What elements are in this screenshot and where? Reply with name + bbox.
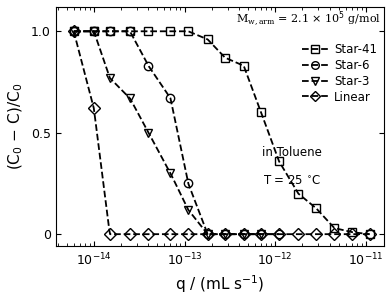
Legend: Star-41, Star-6, Star-3, Linear: Star-41, Star-6, Star-3, Linear — [298, 38, 382, 108]
X-axis label: q / (mL s$^{-1}$): q / (mL s$^{-1}$) — [175, 273, 265, 295]
Y-axis label: (C$_0$ $-$ C)/C$_0$: (C$_0$ $-$ C)/C$_0$ — [7, 83, 25, 170]
Text: in Toluene: in Toluene — [262, 146, 322, 159]
Text: T = 25 $^{\circ}$C: T = 25 $^{\circ}$C — [263, 175, 321, 188]
Text: M$_{\mathregular{w,arm}}$ = 2.1 $\times$ 10$^5$ g/mol: M$_{\mathregular{w,arm}}$ = 2.1 $\times$… — [236, 9, 381, 28]
